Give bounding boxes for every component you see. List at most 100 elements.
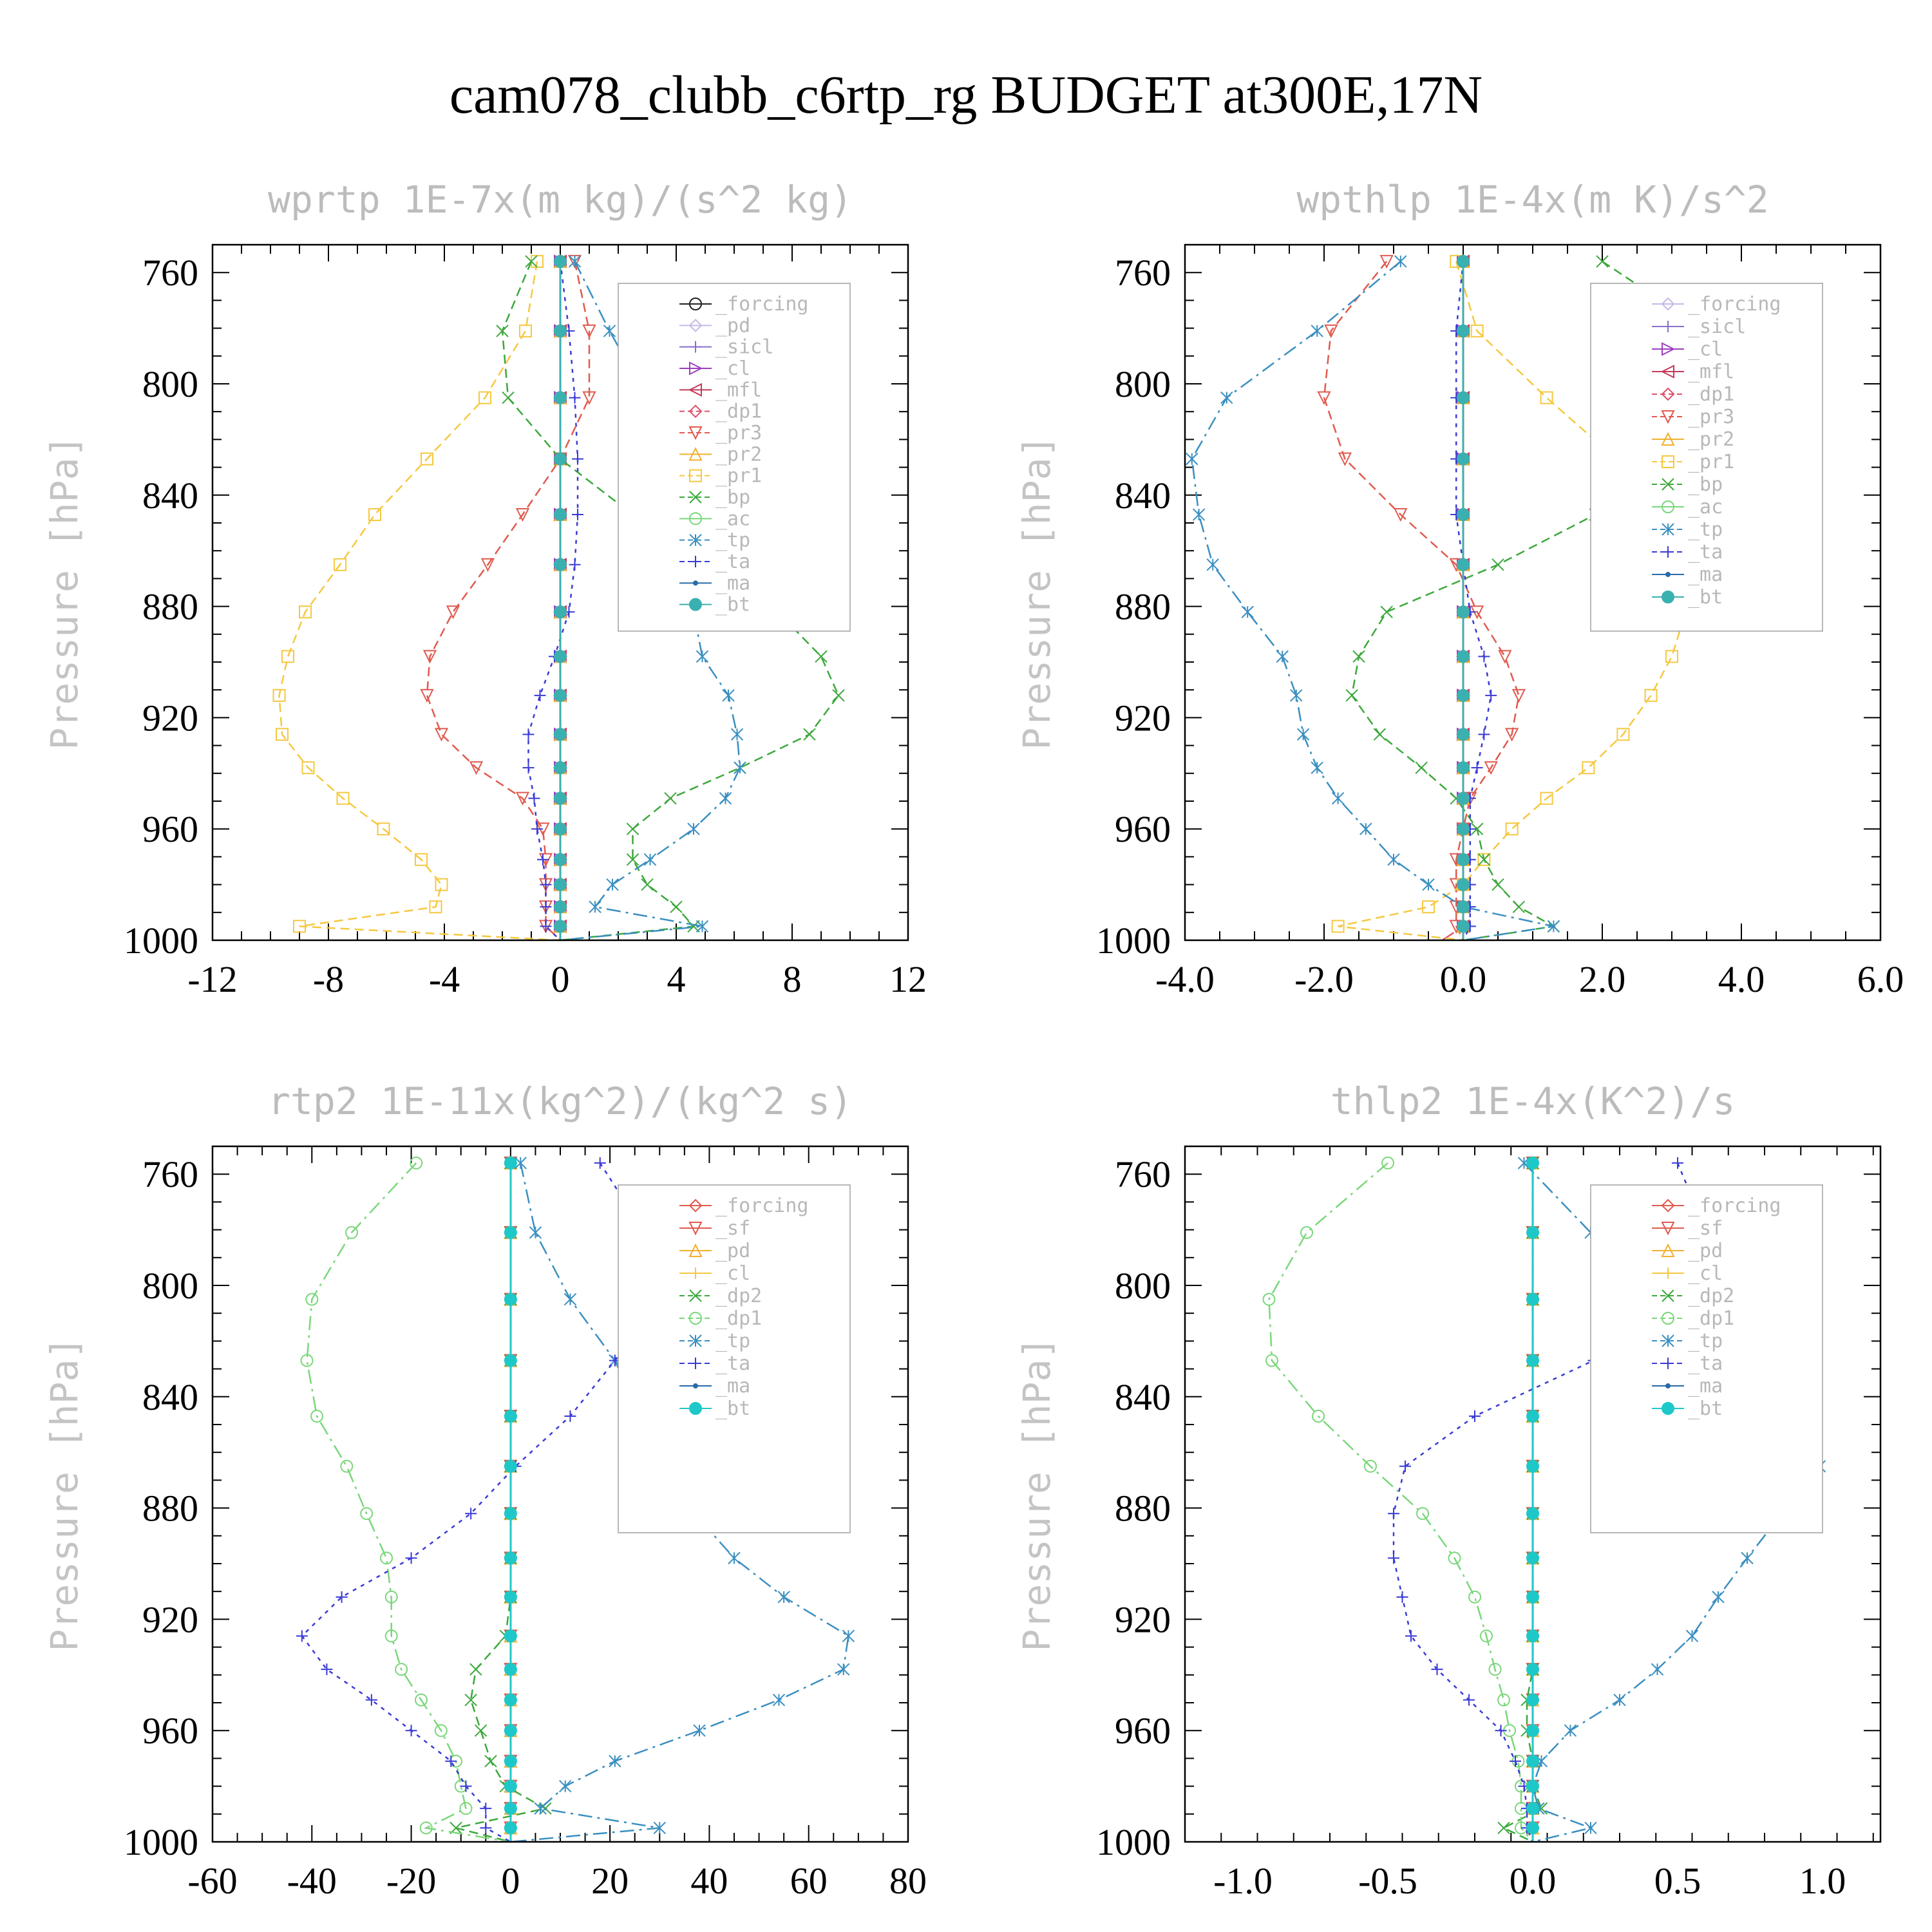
legend-marker	[1662, 321, 1674, 332]
data-point-bt	[1457, 558, 1470, 571]
data-point-ta	[1399, 1460, 1411, 1472]
data-point-ta	[572, 509, 583, 521]
data-point-pr1	[1540, 391, 1553, 404]
data-point-pr1	[276, 728, 289, 741]
data-point-pr1	[301, 761, 315, 775]
data-point-pr1	[478, 391, 491, 404]
data-point-tp	[559, 1779, 572, 1793]
legend-marker	[1662, 1358, 1674, 1369]
x-tick-label: 2.0	[1579, 958, 1626, 1000]
legend-marker	[1661, 387, 1675, 401]
data-point-pr1	[519, 324, 532, 337]
data-point-ta	[569, 392, 581, 404]
y-tick-label: 960	[142, 808, 198, 850]
data-point-ta	[1431, 1663, 1443, 1676]
y-tick-label: 880	[1115, 1488, 1171, 1530]
data-point-bt	[504, 1507, 517, 1520]
series-line-dp1	[306, 1162, 511, 1843]
data-point-tp	[730, 728, 744, 741]
y-tick-label: 920	[142, 1598, 198, 1640]
data-point-bp	[1380, 605, 1393, 618]
data-point-bt	[1526, 1663, 1539, 1676]
data-point-bt	[504, 1551, 517, 1565]
data-point-bt	[1526, 1459, 1539, 1473]
x-tick-label: 40	[690, 1860, 728, 1902]
legend-label: _ma	[1688, 1375, 1723, 1397]
data-point-bp	[664, 791, 677, 805]
y-tick-label: 960	[142, 1710, 198, 1752]
data-point-tp	[1311, 761, 1323, 774]
data-point-bt	[1526, 1802, 1539, 1815]
y-tick-label: 1000	[1096, 920, 1171, 961]
data-point-pr1	[377, 822, 390, 836]
legend-marker	[1665, 1383, 1671, 1388]
data-point-ta	[1485, 689, 1497, 701]
data-point-ta	[531, 823, 543, 835]
data-point-bp	[626, 822, 639, 835]
data-point-pr3	[446, 605, 460, 620]
data-point-ta	[336, 1591, 348, 1603]
x-tick-label: 60	[790, 1860, 828, 1902]
data-point-bt	[504, 1802, 517, 1815]
panel-title: rtp2 1E-11x(kg^2)/(kg^2 s)	[268, 1079, 853, 1123]
data-point-bt	[554, 605, 567, 619]
legend-label: _ta	[1688, 541, 1723, 564]
data-point-bt	[1526, 1354, 1539, 1367]
y-tick-label: 920	[1115, 1598, 1171, 1640]
data-point-bt	[1526, 1293, 1539, 1306]
data-point-bt	[1526, 1226, 1539, 1239]
legend-label: _mfl	[715, 379, 762, 401]
legend-marker	[1662, 1402, 1674, 1415]
legend-marker	[1661, 1243, 1675, 1257]
data-point-pr1	[1331, 920, 1345, 933]
x-tick-label: 80	[889, 1860, 927, 1902]
legend-label: _ma	[1688, 564, 1723, 586]
data-point-pr3	[1394, 508, 1408, 522]
legend-marker	[1661, 410, 1675, 424]
data-point-ta	[321, 1663, 333, 1676]
data-point-dp1	[310, 1410, 323, 1423]
legend-label: _pd	[1688, 1240, 1723, 1262]
legend-marker	[689, 1312, 702, 1325]
legend-label: _ma	[715, 1375, 750, 1397]
data-point-bt	[1457, 605, 1470, 619]
data-point-bt	[1526, 1693, 1539, 1707]
legend-label: _tp	[715, 1330, 750, 1352]
data-point-bt	[504, 1226, 517, 1239]
data-point-bt	[504, 1821, 517, 1835]
panel-3: rtp2 1E-11x(kg^2)/(kg^2 s) Pressure [hPa]…	[43, 1079, 927, 1902]
data-point-dp1	[305, 1293, 319, 1306]
legend-label: _sicl	[1688, 316, 1746, 338]
data-point-bp	[1470, 822, 1484, 835]
data-point-tp	[728, 1551, 741, 1565]
x-tick-label: 1.0	[1799, 1860, 1846, 1902]
legend-marker	[1662, 455, 1674, 468]
legend-label: _forcing	[1688, 1195, 1781, 1217]
data-point-bt	[554, 391, 567, 404]
data-point-pr1	[1470, 324, 1484, 337]
data-point-dp1	[384, 1629, 398, 1643]
data-point-dp1	[1381, 1156, 1394, 1170]
legend-label: _cl	[1688, 1262, 1723, 1285]
data-point-pr3	[582, 391, 596, 405]
data-point-dp2	[484, 1755, 497, 1768]
data-point-bp	[803, 728, 816, 741]
data-point-bt	[1457, 822, 1470, 836]
data-point-tp	[1394, 255, 1407, 268]
legend-label: _pr2	[715, 443, 762, 466]
y-tick-label: 840	[1115, 475, 1171, 516]
legend-marker	[693, 1383, 698, 1388]
data-point-tp	[842, 1629, 855, 1643]
data-point-bt	[554, 791, 567, 805]
legend-box	[618, 283, 851, 632]
legend-marker	[1662, 1312, 1674, 1325]
legend-marker	[1665, 572, 1671, 577]
legend-marker	[1662, 591, 1674, 603]
data-point-bt	[554, 558, 567, 571]
data-point-pr3	[515, 791, 530, 806]
data-point-bt	[1526, 1590, 1539, 1604]
data-point-tp	[837, 1663, 850, 1676]
data-point-tp	[568, 255, 582, 268]
legend-label: _dp1	[715, 1307, 762, 1330]
